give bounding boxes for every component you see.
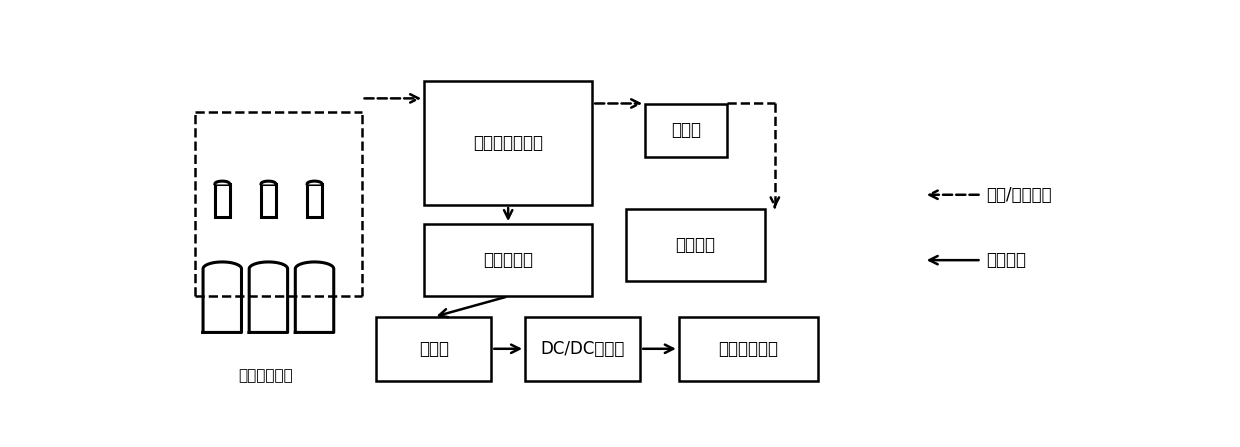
Bar: [424, 81, 593, 205]
Text: 电气连接: 电气连接: [986, 251, 1027, 269]
Text: 锂电池: 锂电池: [419, 340, 449, 358]
Text: 车载辅助电池: 车载辅助电池: [718, 340, 779, 358]
Text: 减压阀: 减压阀: [671, 121, 701, 139]
Polygon shape: [215, 181, 229, 184]
Bar: [645, 104, 727, 157]
Text: 高压氢气瓶组: 高压氢气瓶组: [238, 368, 293, 383]
Bar: [262, 184, 275, 217]
Bar: [678, 317, 818, 381]
Text: DC/DC变换器: DC/DC变换器: [541, 340, 625, 358]
Text: 增设整流器: 增设整流器: [484, 251, 533, 269]
Text: 增设气动发电机: 增设气动发电机: [474, 134, 543, 152]
Bar: [626, 208, 765, 281]
Bar: [308, 184, 322, 217]
Bar: [424, 224, 593, 296]
Polygon shape: [203, 262, 242, 333]
Bar: [525, 317, 640, 381]
Bar: [203, 269, 242, 333]
Text: 气体/液体流动: 气体/液体流动: [986, 186, 1052, 204]
Bar: [295, 269, 334, 333]
Polygon shape: [295, 262, 334, 333]
Bar: [215, 184, 229, 217]
Polygon shape: [262, 181, 275, 184]
Bar: [376, 317, 491, 381]
Text: 燃料电池: 燃料电池: [676, 236, 715, 253]
Bar: [249, 269, 288, 333]
Polygon shape: [249, 262, 288, 333]
Polygon shape: [308, 181, 322, 184]
